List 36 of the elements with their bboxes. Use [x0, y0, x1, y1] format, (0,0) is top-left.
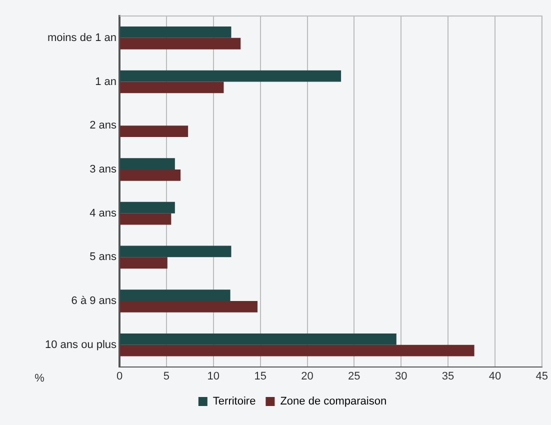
- x-tick-label: 25: [348, 370, 360, 382]
- bar: [120, 38, 241, 50]
- y-tick-label: 3 ans: [90, 164, 118, 176]
- y-tick-label: 10 ans ou plus: [44, 338, 118, 351]
- bar: [120, 333, 396, 345]
- x-tick-label: 20: [301, 370, 314, 382]
- legend-label: Zone de comparaison: [280, 396, 387, 408]
- x-tick-label: 35: [442, 370, 454, 382]
- x-tick-label: 10: [207, 370, 220, 382]
- x-tick-label: 5: [163, 370, 170, 382]
- x-tick-label: 0: [116, 370, 123, 382]
- y-tick-label: 4 ans: [90, 207, 118, 220]
- bar: [120, 126, 188, 138]
- bar: [120, 169, 181, 181]
- bar: [120, 82, 224, 94]
- y-tick-label: 1 an: [95, 76, 117, 88]
- y-tick-label: 6 à 9 ans: [71, 295, 118, 308]
- bar: [120, 344, 474, 356]
- x-tick-label: 40: [488, 370, 502, 382]
- bar: [120, 213, 172, 225]
- x-tick-label: 15: [254, 370, 266, 382]
- x-tick-label: 45: [536, 370, 548, 382]
- bar: [120, 290, 230, 302]
- bar: [120, 202, 175, 214]
- y-tick-label: 2 ans: [90, 120, 118, 132]
- bar: [120, 26, 232, 38]
- x-axis-title: %: [34, 372, 45, 384]
- x-tick-label: 30: [394, 370, 408, 382]
- legend-label: Territoire: [212, 396, 256, 408]
- bar: [120, 246, 232, 258]
- y-tick-label: 5 ans: [90, 251, 118, 264]
- bar: [120, 158, 175, 170]
- y-tick-label: moins de 1 an: [47, 32, 117, 44]
- bar: [120, 301, 258, 312]
- bar: [120, 70, 342, 82]
- bar: [120, 257, 168, 269]
